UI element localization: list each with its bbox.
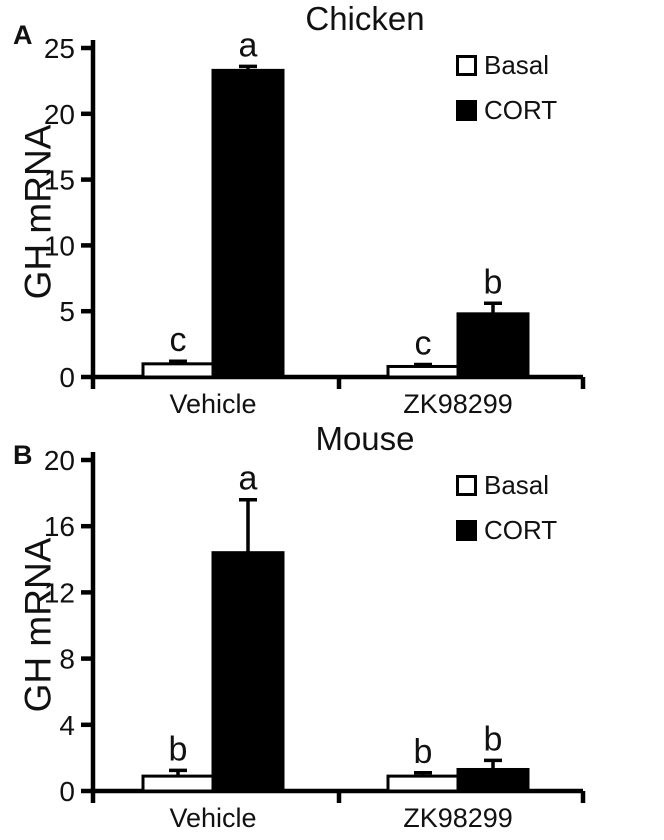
x-category-label: ZK98299 <box>403 389 513 419</box>
legend-item-basal: Basal <box>456 472 557 498</box>
bar-basal-vehicle <box>141 362 215 379</box>
bar-cort-zk98299 <box>456 767 530 793</box>
sig-letter: b <box>484 720 503 758</box>
panel-b-bar-chart: 0 4 8 12 16 20 b b a b Vehicle ZK98299 <box>44 445 586 833</box>
panel-b: B Mouse GH mRNA Basal CORT 0 4 8 12 16 20 b b a b… <box>0 420 664 840</box>
y-tick-label: 4 <box>59 710 75 741</box>
x-category-label: Vehicle <box>169 803 256 833</box>
x-category-label: ZK98299 <box>403 803 513 833</box>
y-tick-label: 20 <box>44 445 75 476</box>
sig-letter: a <box>239 26 258 64</box>
sig-letter: b <box>414 733 433 771</box>
y-tick-label: 12 <box>44 577 75 608</box>
y-tick-label: 16 <box>44 511 75 542</box>
panel-a-letter: A <box>13 20 33 50</box>
sig-letter: b <box>169 730 188 768</box>
panel-b-letter: B <box>13 440 33 470</box>
y-tick-label: 20 <box>44 99 75 130</box>
legend-item-cort: CORT <box>456 97 557 123</box>
panel-a-bar-chart: 0 5 10 15 20 25 c c a b Vehicle ZK98299 <box>44 26 586 419</box>
sig-letter: a <box>239 460 258 498</box>
legend-label-cort: CORT <box>484 95 558 125</box>
sig-letter: c <box>170 321 187 359</box>
y-tick-label: 8 <box>59 644 75 675</box>
cort-swatch-icon <box>456 99 477 121</box>
y-tick-label: 10 <box>44 230 75 261</box>
bar-cort-zk98299 <box>456 312 530 379</box>
bar-cort-vehicle <box>211 68 285 379</box>
y-tick-label: 15 <box>44 165 75 196</box>
legend-label-cort: CORT <box>484 515 558 545</box>
bar-basal-zk98299 <box>386 364 460 379</box>
legend-item-basal: Basal <box>456 52 557 78</box>
legend-label-basal: Basal <box>484 470 550 500</box>
panel-a-legend: Basal CORT <box>456 52 557 142</box>
x-category-label: Vehicle <box>169 389 256 419</box>
basal-swatch-icon <box>456 54 477 76</box>
cort-swatch-icon <box>456 519 477 541</box>
panel-a-title: Chicken <box>305 0 425 37</box>
y-tick-label: 0 <box>59 362 75 393</box>
bar-basal-vehicle <box>141 774 215 793</box>
bar-basal-zk98299 <box>386 774 460 793</box>
y-tick-label: 0 <box>59 776 75 807</box>
sig-letter: c <box>415 324 432 362</box>
panel-a: A Chicken GH mRNA Basal CORT 0 5 10 15 20 25 c… <box>13 0 586 419</box>
legend-item-cort: CORT <box>456 517 557 543</box>
bar-cort-vehicle <box>211 551 285 793</box>
panel-b-legend: Basal CORT <box>456 472 557 562</box>
sig-letter: b <box>484 263 503 301</box>
y-tick-label: 25 <box>44 33 75 64</box>
y-tick-label: 5 <box>59 296 75 327</box>
legend-label-basal: Basal <box>484 50 550 80</box>
panel-b-title: Mouse <box>315 420 415 457</box>
basal-swatch-icon <box>456 474 477 496</box>
